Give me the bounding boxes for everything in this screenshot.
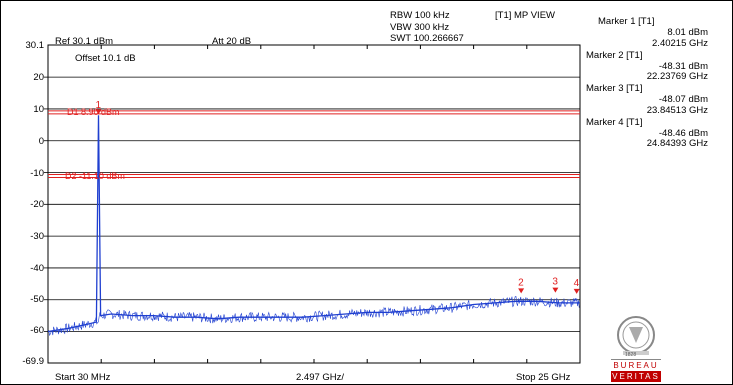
marker-3-title: Marker 3 [T1]	[586, 83, 643, 94]
y-tick-label: 0	[38, 136, 44, 147]
ref-level: Ref 30.1 dBm	[55, 36, 114, 47]
plot-grid	[44, 76, 580, 332]
rbw: RBW 100 kHz	[390, 10, 450, 21]
attenuation: Att 20 dB	[212, 36, 252, 47]
x-start-label: Start 30 MHz	[55, 372, 111, 383]
d1-line-label: D1 8.90 dBm	[67, 107, 120, 118]
marker-1-number: 1	[96, 100, 102, 111]
marker-2-symbol	[518, 288, 525, 294]
logo-year: 1828	[625, 352, 637, 358]
offset: Offset 10.1 dB	[75, 53, 136, 64]
marker-4-number: 4	[574, 278, 580, 289]
x-per-div-label: 2.497 GHz/	[296, 372, 345, 383]
marker-3-number: 3	[552, 277, 558, 288]
x-tick-marks	[47, 45, 581, 363]
y-tick-label: -20	[30, 199, 44, 210]
bureau-veritas-logo: 1828 BUREAU VERITAS	[607, 307, 665, 383]
y-tick-label: 20	[33, 72, 44, 83]
swt: SWT 100.266667	[390, 33, 464, 44]
y-tick-label: -30	[30, 231, 44, 242]
d2-line-label: D2 -11.10 dBm	[65, 171, 125, 182]
y-tick-label: -60	[30, 325, 44, 336]
trace-noise	[47, 296, 580, 337]
y-top-label: 30.1	[25, 40, 45, 51]
marker-1-level: 8.01 dBm	[667, 27, 708, 38]
marker-2-level: -48.31 dBm	[658, 61, 708, 72]
logo-line2: VERITAS	[612, 372, 660, 381]
y-tick-label: 10	[33, 104, 44, 115]
x-stop-label: Stop 25 GHz	[516, 372, 571, 383]
y-tick-label: -10	[30, 168, 44, 179]
logo-line1: BUREAU	[613, 361, 659, 370]
marker-3-level: -48.07 dBm	[658, 94, 708, 105]
marker-4-level: -48.46 dBm	[658, 128, 708, 139]
marker-1-freq: 2.40215 GHz	[652, 38, 708, 49]
marker-4-freq: 24.84393 GHz	[646, 138, 708, 149]
marker-2-title: Marker 2 [T1]	[586, 50, 643, 61]
marker-2-number: 2	[518, 277, 524, 288]
marker-2-freq: 22.23769 GHz	[646, 71, 708, 82]
marker-1-symbol	[95, 109, 102, 115]
marker-1-title: Marker 1 [T1]	[598, 16, 655, 27]
trace-line	[47, 115, 580, 333]
y-tick-label: -40	[30, 263, 44, 274]
marker-3-freq: 23.84513 GHz	[646, 105, 708, 116]
marker-symbols: 1 2 3 4	[95, 100, 580, 294]
marker-4-symbol	[573, 288, 580, 294]
y-tick-label: -50	[30, 294, 44, 305]
y-bottom-label: -69.9	[22, 356, 44, 367]
marker-4-title: Marker 4 [T1]	[586, 117, 643, 128]
marker-3-symbol	[552, 287, 559, 293]
vbw: VBW 300 kHz	[390, 22, 450, 33]
trace-mode: [T1] MP VIEW	[495, 10, 556, 21]
display-lines	[48, 110, 580, 179]
